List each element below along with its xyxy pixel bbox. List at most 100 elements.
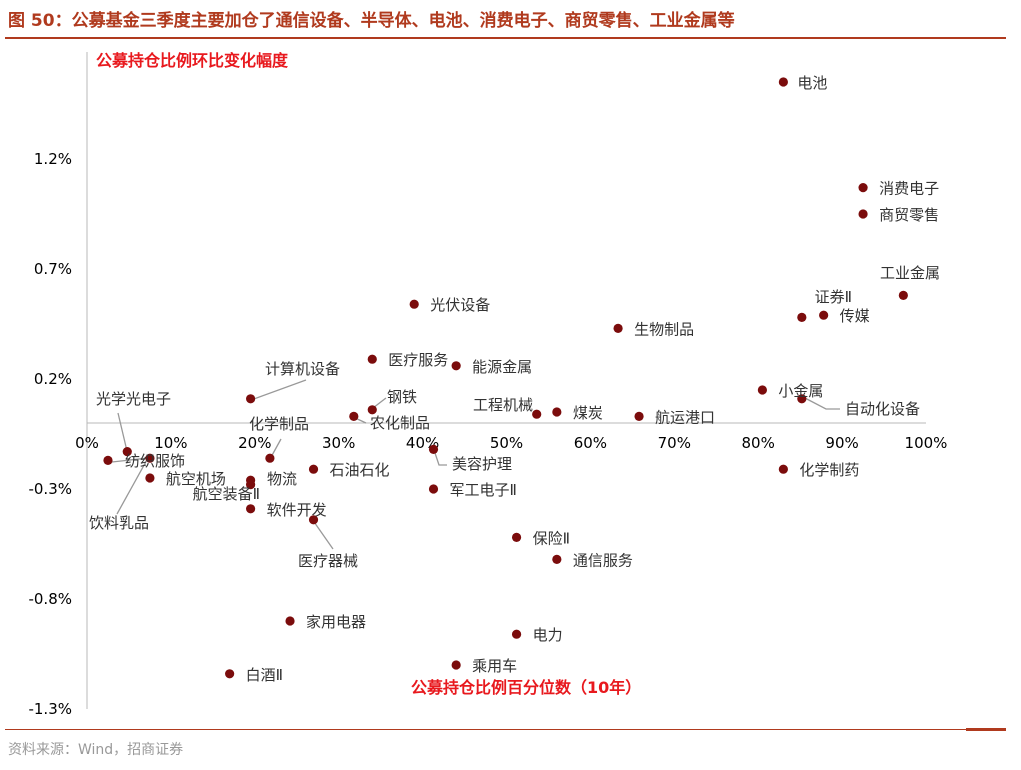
point-label: 消费电子 xyxy=(879,180,939,198)
data-point xyxy=(145,453,155,463)
point-label: 纺织服饰 xyxy=(125,452,185,470)
data-point xyxy=(246,480,256,490)
x-tick-label: 50% xyxy=(490,434,523,452)
data-point xyxy=(451,361,461,371)
point-label: 化学制品 xyxy=(249,415,309,433)
point-label: 农化制品 xyxy=(370,414,430,432)
x-tick-label: 60% xyxy=(574,434,607,452)
scatter-chart: 0% 10% 20% 30% 40% 50% 60% 70% 80% 90% 100%1.2%0.7… xyxy=(28,51,947,718)
x-tick-label: 70% xyxy=(658,434,691,452)
data-point xyxy=(145,473,155,483)
data-point xyxy=(367,405,377,415)
bottom-rule xyxy=(5,729,1006,730)
bottom-rule-accent xyxy=(966,728,1006,731)
point-label: 通信服务 xyxy=(573,551,633,569)
data-point xyxy=(858,183,868,193)
data-point xyxy=(451,660,461,670)
point-label: 能源金属 xyxy=(472,358,532,376)
data-point xyxy=(428,444,439,454)
data-point xyxy=(778,464,788,474)
point-label: 证券Ⅱ xyxy=(815,288,852,306)
data-point xyxy=(367,354,377,364)
y-tick-label: -1.3% xyxy=(28,700,72,718)
x-tick-label: 10% xyxy=(154,434,187,452)
leader-line xyxy=(250,379,307,401)
data-point xyxy=(858,209,868,219)
data-point xyxy=(308,515,319,525)
data-point xyxy=(349,411,359,421)
data-point xyxy=(409,299,419,309)
data-point xyxy=(613,323,623,333)
data-point xyxy=(122,447,132,457)
point-label: 计算机设备 xyxy=(265,360,340,378)
point-label: 保险Ⅱ xyxy=(533,529,570,547)
point-label: 乘用车 xyxy=(472,657,517,675)
data-point xyxy=(797,312,807,322)
point-label: 化学制药 xyxy=(799,461,859,479)
data-point xyxy=(634,411,644,421)
x-tick-label: 100% xyxy=(905,434,948,452)
point-label: 光伏设备 xyxy=(430,296,490,314)
y-tick-label: -0.3% xyxy=(28,480,72,498)
data-point xyxy=(265,453,275,463)
data-point xyxy=(428,484,439,494)
point-label: 小金属 xyxy=(778,382,823,400)
point-label: 商贸零售 xyxy=(879,206,939,224)
x-axis-label: 公募持仓比例百分位数（10年） xyxy=(411,678,641,697)
point-label: 光学光电子 xyxy=(96,390,171,408)
data-point xyxy=(552,407,562,417)
leader-line xyxy=(117,412,128,452)
point-label: 钢铁 xyxy=(387,388,417,406)
point-label: 石油石化 xyxy=(330,461,390,479)
point-label: 生物制品 xyxy=(634,320,694,338)
x-tick-label: 20% xyxy=(238,434,271,452)
point-label: 饮料乳品 xyxy=(89,514,149,532)
data-point xyxy=(246,394,256,404)
y-tick-label: 0.7% xyxy=(34,260,72,278)
data-point xyxy=(285,616,295,626)
point-label: 美容护理 xyxy=(452,455,512,473)
source-note: 资料来源：Wind，招商证券 xyxy=(8,742,184,758)
point-label: 航空装备Ⅱ xyxy=(193,485,260,503)
point-label: 工程机械 xyxy=(473,396,533,414)
point-label: 电力 xyxy=(533,626,563,644)
data-point xyxy=(225,669,235,679)
data-point xyxy=(532,409,542,419)
data-point xyxy=(898,290,908,300)
chart-axes: 0% 10% 20% 30% 40% 50% 60% 70% 80% 90% 100%1.2%0.7… xyxy=(28,52,947,718)
leader-line xyxy=(311,518,334,550)
data-point xyxy=(511,532,522,543)
point-label: 家用电器 xyxy=(306,613,366,631)
point-label: 航运港口 xyxy=(655,408,715,426)
point-label: 航空机场 xyxy=(166,470,226,488)
x-tick-label: 80% xyxy=(742,434,775,452)
y-tick-label: 1.2% xyxy=(34,150,72,168)
point-label: 电池 xyxy=(797,74,827,92)
point-label: 物流 xyxy=(267,470,297,488)
point-label: 军工电子Ⅱ xyxy=(450,481,517,499)
x-tick-label: 0% xyxy=(75,434,99,452)
title-rule xyxy=(5,37,1006,39)
data-point xyxy=(308,464,319,474)
point-label: 白酒Ⅱ xyxy=(246,666,283,684)
data-points xyxy=(103,77,908,679)
point-label: 煤炭 xyxy=(573,404,603,422)
point-label: 软件开发 xyxy=(267,501,327,519)
y-tick-label: 0.2% xyxy=(34,370,72,388)
data-point xyxy=(103,455,113,465)
y-axis-label: 公募持仓比例环比变化幅度 xyxy=(96,51,289,70)
point-label: 医疗器械 xyxy=(298,552,358,570)
data-point xyxy=(797,394,807,404)
point-label: 医疗服务 xyxy=(388,351,448,369)
x-tick-label: 30% xyxy=(322,434,355,452)
data-point xyxy=(246,504,256,514)
data-point xyxy=(757,385,767,395)
figure-title: 图 50：公募基金三季度主要加仓了通信设备、半导体、电池、消费电子、商贸零售、工… xyxy=(8,11,735,31)
data-point xyxy=(511,629,522,639)
data-point xyxy=(819,310,829,320)
point-label: 自动化设备 xyxy=(845,400,920,418)
point-label: 传媒 xyxy=(840,307,870,325)
point-label: 工业金属 xyxy=(880,264,940,282)
x-tick-label: 90% xyxy=(825,434,858,452)
